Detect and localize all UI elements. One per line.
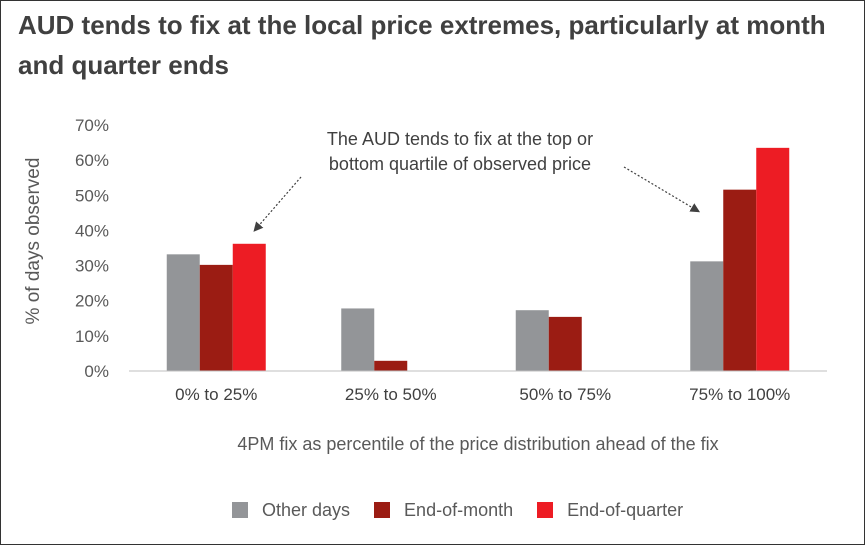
x-tick-label: 75% to 100% — [689, 385, 790, 404]
bar-end-of-quarter — [756, 147, 790, 371]
y-axis-label: % of days observed — [23, 158, 44, 325]
bars — [166, 147, 790, 371]
x-tick-label: 25% to 50% — [345, 385, 437, 404]
chart-title: AUD tends to fix at the local price extr… — [18, 10, 826, 80]
legend-label: End-of-month — [404, 499, 514, 520]
y-tick-label: 0% — [84, 362, 109, 381]
annotation-line-1: The AUD tends to fix at the top or — [327, 129, 593, 149]
bar-other-days — [341, 308, 375, 371]
y-tick-label: 40% — [75, 221, 109, 240]
legend-item: End-of-month — [374, 500, 513, 521]
x-axis-label: 4PM fix as percentile of the price distr… — [237, 434, 718, 454]
bar-end-of-month — [723, 189, 757, 371]
bar-end-of-quarter — [232, 243, 266, 371]
annotation-arrow-left — [253, 176, 302, 232]
legend-swatch — [232, 502, 248, 518]
bar-other-days — [690, 261, 724, 371]
legend-swatch — [374, 502, 391, 518]
x-tick-label: 0% to 25% — [175, 385, 257, 404]
legend-label: Other days — [262, 499, 351, 520]
bar-end-of-month — [548, 316, 582, 371]
x-axis-ticks: 0% to 25% 25% to 50% 50% to 75% 75% to 100% — [175, 385, 790, 404]
bar-other-days — [515, 310, 549, 371]
y-tick-label: 10% — [75, 327, 109, 346]
x-tick-label: 50% to 75% — [519, 385, 611, 404]
y-tick-label: 50% — [75, 186, 109, 205]
y-tick-label: 20% — [75, 292, 109, 311]
annotation-arrow-right — [623, 166, 701, 213]
chart-legend: Other days End-of-month End-of-quarter — [232, 497, 707, 523]
legend-item: End-of-quarter — [537, 500, 683, 521]
y-tick-label: 60% — [75, 151, 109, 170]
bar-other-days — [166, 254, 200, 371]
y-tick-label: 30% — [75, 257, 109, 276]
legend-label: End-of-quarter — [567, 499, 684, 520]
legend-item: Other days — [232, 500, 350, 521]
bar-end-of-month — [199, 264, 233, 371]
legend-swatch — [537, 502, 554, 518]
y-axis-ticks: 0% 10% 20% 30% 40% 50% 60% 70% — [75, 116, 109, 381]
y-tick-label: 70% — [75, 116, 109, 135]
annotation-line-2: bottom quartile of observed price — [329, 154, 591, 174]
bar-end-of-month — [374, 360, 408, 371]
